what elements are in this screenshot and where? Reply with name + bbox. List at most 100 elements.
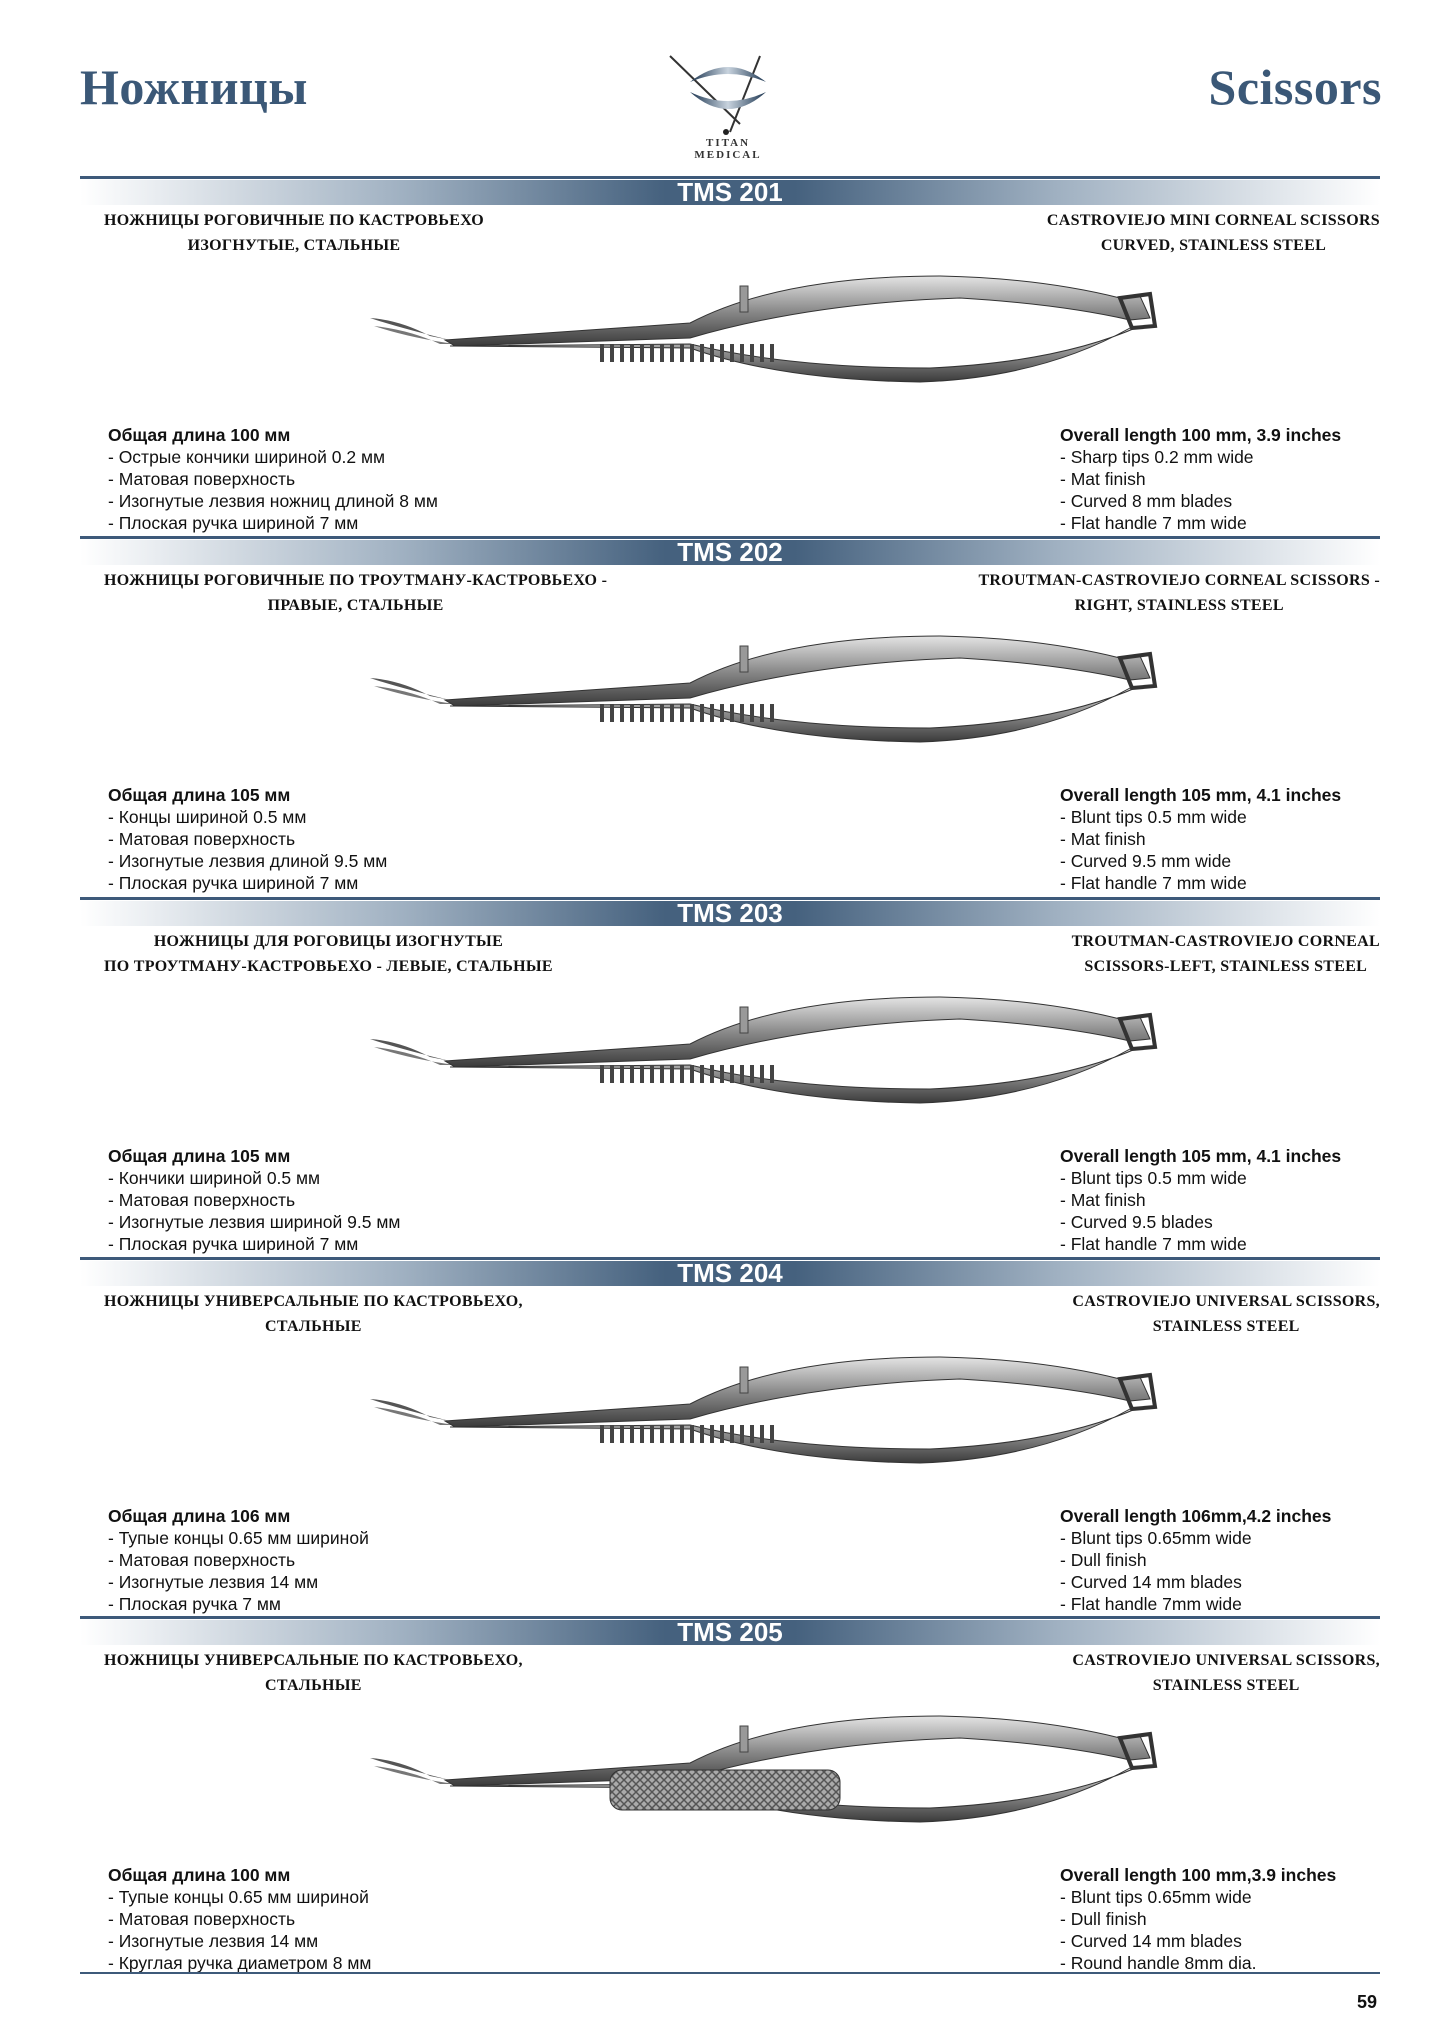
- name-en-line: STAINLESS STEEL: [1152, 1677, 1300, 1694]
- product-name-ru: НОЖНИЦЫ РОГОВИЧНЫЕ ПО ТРОУТМАНУ-КАСТРОВЬ…: [104, 568, 607, 618]
- specs-ru-line: - Матовая поверхность: [108, 829, 296, 849]
- section-divider: [80, 536, 1380, 539]
- product-name-ru: НОЖНИЦЫ УНИВЕРСАЛЬНЫЕ ПО КАСТРОВЬЕХО, СТА…: [104, 1289, 523, 1339]
- specs-ru-line: - Кончики шириной 0.5 мм: [108, 1168, 321, 1188]
- product-name-en: TROUTMAN-CASTROVIEJO CORNEAL SCISSORS-LEF…: [1072, 929, 1380, 979]
- specs-ru-line: - Матовая поверхность: [108, 1550, 296, 1570]
- specs-en: Overall length 105 mm, 4.1 inches - Blunt…: [1060, 784, 1341, 894]
- name-ru-line: НОЖНИЦЫ УНИВЕРСАЛЬНЫЕ ПО КАСТРОВЬЕХО,: [104, 1652, 523, 1669]
- section-header-band: [80, 540, 1380, 565]
- bottom-divider: [80, 1972, 1380, 1974]
- name-en-line: CASTROVIEJO MINI CORNEAL SCISSORS: [1046, 212, 1380, 229]
- product-code: TMS 203: [677, 898, 783, 928]
- specs-en: Overall length 100 mm, 3.9 inches - Sharp…: [1060, 424, 1341, 534]
- specs-ru-line: - Плоская ручка шириной 7 мм: [108, 513, 359, 533]
- section-divider: [80, 1257, 1380, 1260]
- specs-en: Overall length 100 mm,3.9 inches - Blunt …: [1060, 1864, 1336, 1974]
- product-name-en: CASTROVIEJO UNIVERSAL SCISSORS, STAINLESS…: [1072, 1648, 1380, 1698]
- specs-ru: Общая длина 100 мм - Острые кончики ширин…: [108, 424, 438, 534]
- specs-ru-line: Общая длина 106 мм: [108, 1506, 291, 1526]
- specs-ru-line: Общая длина 100 мм: [108, 425, 291, 445]
- name-ru-line: НОЖНИЦЫ УНИВЕРСАЛЬНЫЕ ПО КАСТРОВЬЕХО,: [104, 1293, 523, 1310]
- specs-ru-line: - Изогнутые лезвия шириной 9.5 мм: [108, 1212, 401, 1232]
- specs-en: Overall length 106mm,4.2 inches - Blunt t…: [1060, 1505, 1331, 1615]
- specs-en-line: - Curved 9.5 blades: [1060, 1212, 1213, 1232]
- name-en-line: TROUTMAN-CASTROVIEJO CORNEAL SCISSORS -: [978, 572, 1380, 589]
- specs-ru-line: - Изогнутые лезвия ножниц длиной 8 мм: [108, 491, 438, 511]
- name-en-line: STAINLESS STEEL: [1152, 1318, 1300, 1335]
- name-ru-line: НОЖНИЦЫ РОГОВИЧНЫЕ ПО КАСТРОВЬЕХО: [104, 212, 485, 229]
- specs-en-line: Overall length 100 mm, 3.9 inches: [1060, 425, 1342, 445]
- name-en-line: CASTROVIEJO UNIVERSAL SCISSORS,: [1072, 1293, 1380, 1310]
- specs-en-line: - Blunt tips 0.5 mm wide: [1060, 807, 1247, 827]
- product-name-en: TROUTMAN-CASTROVIEJO CORNEAL SCISSORS - R…: [978, 568, 1380, 618]
- specs-ru-line: - Тупые концы 0.65 мм шириной: [108, 1528, 369, 1548]
- specs-ru: Общая длина 100 мм - Тупые концы 0.65 мм …: [108, 1864, 371, 1974]
- product-section: TMS 205 НОЖНИЦЫ УНИВЕРСАЛЬНЫЕ ПО КАСТРОВЬ…: [80, 1616, 1380, 1976]
- specs-en-line: - Curved 9.5 mm wide: [1060, 851, 1232, 871]
- specs-en-line: - Round handle 8mm dia.: [1060, 1953, 1257, 1973]
- specs-ru-line: - Матовая поверхность: [108, 1190, 296, 1210]
- scissors-image: [370, 635, 1158, 743]
- product-section: TMS 202 НОЖНИЦЫ РОГОВИЧНЫЕ ПО ТРОУТМАНУ-К…: [80, 536, 1380, 896]
- name-en-line: SCISSORS-LEFT, STAINLESS STEEL: [1084, 958, 1368, 975]
- specs-ru-line: - Матовая поверхность: [108, 469, 296, 489]
- specs-en-line: - Dull finish: [1060, 1909, 1147, 1929]
- specs-ru-line: - Изогнутые лезвия длиной 9.5 мм: [108, 851, 388, 871]
- specs-ru-line: - Круглая ручка диаметром 8 мм: [108, 1953, 372, 1973]
- specs-ru-line: - Изогнутые лезвия 14 мм: [108, 1931, 319, 1951]
- specs-en-line: Overall length 105 mm, 4.1 inches: [1060, 785, 1342, 805]
- svg-text:MEDICAL: MEDICAL: [694, 149, 761, 160]
- specs-en-line: - Blunt tips 0.65mm wide: [1060, 1528, 1252, 1548]
- svg-text:TITAN: TITAN: [706, 137, 750, 149]
- specs-en-line: Overall length 106mm,4.2 inches: [1060, 1506, 1332, 1526]
- product-name-ru: НОЖНИЦЫ РОГОВИЧНЫЕ ПО КАСТРОВЬЕХО ИЗОГНУТ…: [104, 208, 484, 258]
- product-code: TMS 202: [677, 537, 783, 567]
- name-ru-line: ИЗОГНУТЫЕ, СТАЛЬНЫЕ: [187, 237, 401, 254]
- page-title-ru: Ножницы: [80, 59, 308, 115]
- name-ru-line: СТАЛЬНЫЕ: [265, 1677, 362, 1694]
- specs-ru-line: Общая длина 100 мм: [108, 1865, 291, 1885]
- specs-en-line: - Curved 8 mm blades: [1060, 491, 1233, 511]
- specs-ru-line: Общая длина 105 мм: [108, 1146, 291, 1166]
- section-header-band: [80, 1620, 1380, 1645]
- specs-ru: Общая длина 106 мм - Тупые концы 0.65 мм …: [108, 1505, 369, 1615]
- scissors-image: [370, 996, 1158, 1104]
- specs-ru-line: - Острые кончики шириной 0.2 мм: [108, 447, 386, 467]
- specs-ru-line: Общая длина 105 мм: [108, 785, 291, 805]
- product-name-ru: НОЖНИЦЫ ДЛЯ РОГОВИЦЫ ИЗОГНУТЫЕ ПО ТРОУТМА…: [104, 929, 553, 979]
- name-ru-line: ПРАВЫЕ, СТАЛЬНЫЕ: [267, 597, 444, 614]
- name-ru-line: НОЖНИЦЫ ДЛЯ РОГОВИЦЫ ИЗОГНУТЫЕ: [153, 933, 504, 950]
- specs-en-line: - Mat finish: [1060, 469, 1146, 489]
- specs-en-line: - Flat handle 7 mm wide: [1060, 1234, 1247, 1254]
- specs-ru-line: - Матовая поверхность: [108, 1909, 296, 1929]
- specs-en-line: - Curved 14 mm blades: [1060, 1931, 1242, 1951]
- product-section: TMS 201 НОЖНИЦЫ РОГОВИЧНЫЕ ПО КАСТРОВЬЕХО…: [80, 176, 1380, 536]
- specs-ru: Общая длина 105 мм - Концы шириной 0.5 мм…: [108, 784, 387, 894]
- specs-en-line: - Blunt tips 0.5 mm wide: [1060, 1168, 1247, 1188]
- specs-en-line: - Curved 14 mm blades: [1060, 1572, 1242, 1592]
- section-header-band: [80, 1261, 1380, 1286]
- scissors-image: [370, 1715, 1158, 1823]
- product-section: TMS 203 НОЖНИЦЫ ДЛЯ РОГОВИЦЫ ИЗОГНУТЫЕ ПО …: [80, 897, 1380, 1257]
- specs-ru-line: - Плоская ручка шириной 7 мм: [108, 873, 359, 893]
- product-code: TMS 204: [677, 1258, 783, 1288]
- section-header-band: [80, 180, 1380, 205]
- specs-ru-line: - Концы шириной 0.5 мм: [108, 807, 307, 827]
- specs-ru-line: - Плоская ручка шириной 7 мм: [108, 1234, 359, 1254]
- name-en-line: RIGHT, STAINLESS STEEL: [1074, 597, 1284, 614]
- specs-ru-line: - Тупые концы 0.65 мм шириной: [108, 1887, 369, 1907]
- name-ru-line: НОЖНИЦЫ РОГОВИЧНЫЕ ПО ТРОУТМАНУ-КАСТРОВЬ…: [104, 572, 608, 589]
- specs-en-line: - Mat finish: [1060, 829, 1146, 849]
- titan-medical-logo: TITAN MEDICAL: [669, 55, 766, 160]
- scissors-image: [370, 275, 1158, 383]
- name-ru-line: ПО ТРОУТМАНУ-КАСТРОВЬЕХО - ЛЕВЫЕ, СТАЛЬН…: [104, 958, 553, 975]
- section-divider: [80, 176, 1380, 179]
- name-ru-line: СТАЛЬНЫЕ: [265, 1318, 362, 1335]
- scissors-image: [370, 1356, 1158, 1464]
- specs-en-line: - Flat handle 7mm wide: [1060, 1594, 1242, 1614]
- specs-en: Overall length 105 mm, 4.1 inches - Blunt…: [1060, 1145, 1341, 1255]
- section-header-band: [80, 901, 1380, 926]
- product-name-ru: НОЖНИЦЫ УНИВЕРСАЛЬНЫЕ ПО КАСТРОВЬЕХО, СТА…: [104, 1648, 523, 1698]
- specs-en-line: - Flat handle 7 mm wide: [1060, 513, 1247, 533]
